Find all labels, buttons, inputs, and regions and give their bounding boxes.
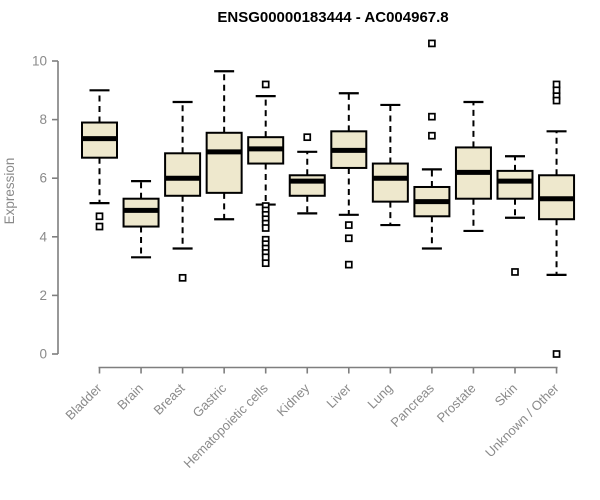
x-tick-label: Lung xyxy=(364,381,395,412)
y-tick-label: 10 xyxy=(32,54,47,69)
x-tick-label: Breast xyxy=(151,380,188,417)
outlier-point xyxy=(552,350,561,358)
outlier-point xyxy=(552,96,561,105)
outlier-point xyxy=(178,273,187,282)
box-group-hematopoietic-cells xyxy=(247,80,285,268)
outlier-point xyxy=(261,80,270,89)
outlier-point xyxy=(95,222,104,231)
box-group-bladder xyxy=(81,89,118,231)
y-tick-label: 0 xyxy=(39,347,47,362)
outlier-point xyxy=(344,221,353,229)
box-group-gastric xyxy=(205,70,243,221)
chart-title: ENSG00000183444 - AC004967.8 xyxy=(217,9,449,26)
outlier-point xyxy=(95,212,104,221)
x-tick-label: Brain xyxy=(114,381,146,413)
box-group-unknown-other xyxy=(538,80,576,358)
box-group-breast xyxy=(164,100,202,282)
box-group-lung xyxy=(371,103,409,227)
x-tick-label: Liver xyxy=(323,380,354,411)
iqr-box xyxy=(496,169,534,200)
x-tick-label: Gastric xyxy=(190,380,230,420)
y-tick-label: 8 xyxy=(39,112,47,127)
outlier-point xyxy=(344,234,353,243)
iqr-box xyxy=(164,152,202,197)
box-group-kidney xyxy=(288,133,326,215)
x-tick-label: Skin xyxy=(492,381,520,409)
iqr-box xyxy=(205,131,243,194)
outlier-point xyxy=(511,268,519,276)
outlier-point xyxy=(303,133,312,142)
y-tick-label: 2 xyxy=(39,288,47,303)
y-tick-label: 6 xyxy=(39,171,47,186)
box-group-liver xyxy=(330,92,368,269)
outlier-point xyxy=(428,112,436,121)
box-group-brain xyxy=(122,180,160,259)
x-tick-label: Bladder xyxy=(62,380,105,423)
y-tick-label: 4 xyxy=(39,229,47,244)
outlier-point xyxy=(428,39,436,48)
iqr-box xyxy=(371,162,409,203)
box-group-pancreas xyxy=(413,39,451,250)
x-tick-label: Unknown / Other xyxy=(482,380,562,460)
box-group-prostate xyxy=(454,100,492,233)
outlier-point xyxy=(428,131,436,140)
outlier-point xyxy=(261,259,270,268)
outlier-point xyxy=(344,260,353,269)
x-tick-label: Kidney xyxy=(274,380,313,419)
y-axis-label: Expression xyxy=(2,158,17,225)
iqr-box xyxy=(288,174,326,197)
box-group-skin xyxy=(496,155,534,276)
x-tick-label: Pancreas xyxy=(388,380,438,430)
x-tick-label: Prostate xyxy=(434,381,479,426)
outlier-point xyxy=(261,224,270,232)
